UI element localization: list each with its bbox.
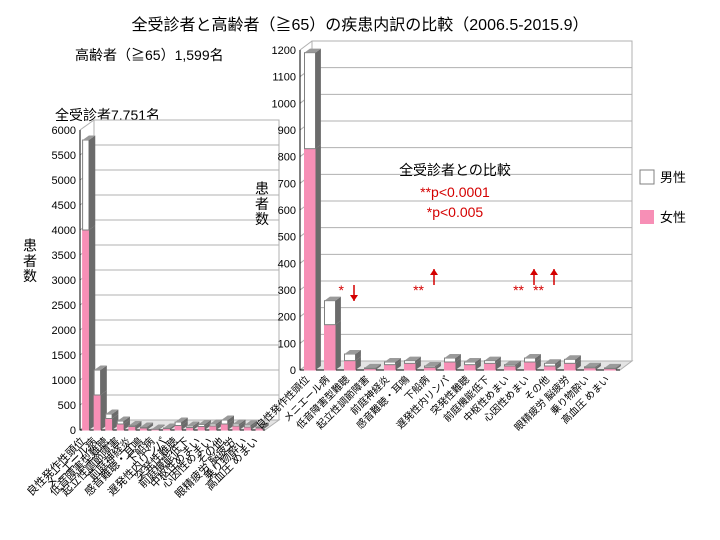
svg-text:700: 700 [278, 178, 296, 190]
bar-female [83, 230, 89, 430]
sig-marker: * [339, 282, 345, 298]
svg-text:900: 900 [278, 125, 296, 137]
bar-female [405, 363, 416, 370]
bar-male [585, 367, 596, 368]
bar-female [445, 362, 456, 370]
bar-male [545, 363, 556, 366]
svg-text:500: 500 [58, 400, 76, 412]
svg-text:1100: 1100 [272, 72, 296, 84]
bar-female [385, 365, 396, 370]
legend: 男性 女性 [640, 170, 686, 225]
bar-female [129, 427, 135, 431]
svg-text:0: 0 [70, 425, 76, 437]
bar-female [545, 366, 556, 370]
bar-male [605, 368, 616, 369]
svg-text:4500: 4500 [52, 200, 76, 212]
main-chart: 0 500 1000 1500 2000 2500 3000 3500 4000 4500 5000… [23, 120, 279, 501]
bar-female [505, 366, 516, 370]
inset-chart: 0 100 200 300 400 500 600 700 800 900 1000 1100 1200… [253, 41, 632, 434]
comparison-title: 全受診者との比較 [399, 162, 511, 178]
y-axis-label: 患者数 [23, 237, 37, 284]
bar-female [525, 362, 536, 370]
svg-text:500: 500 [278, 232, 296, 244]
bar-male [325, 301, 336, 325]
svg-text:5500: 5500 [52, 150, 76, 162]
bar-male [425, 366, 436, 367]
bar-male [83, 140, 89, 230]
bar-male [385, 362, 396, 365]
bar-female [485, 363, 496, 370]
legend-female: 女性 [660, 210, 686, 225]
svg-text:3000: 3000 [52, 275, 76, 287]
bar-male [94, 370, 100, 395]
bar-male [465, 362, 476, 365]
svg-text:4000: 4000 [52, 225, 76, 237]
bar-male [175, 422, 181, 426]
svg-text:1000: 1000 [52, 375, 76, 387]
bar-female [565, 363, 576, 370]
bar-male [365, 368, 376, 369]
bar-male [505, 365, 516, 366]
bar-male [164, 428, 170, 429]
svg-text:400: 400 [278, 258, 296, 270]
bar-male [210, 424, 216, 426]
bar-male [106, 414, 112, 419]
svg-text:2500: 2500 [52, 300, 76, 312]
bar-male [305, 53, 316, 149]
bar-female [94, 395, 100, 430]
bar-female [345, 361, 356, 370]
bar-female [465, 365, 476, 370]
svg-text:600: 600 [278, 205, 296, 217]
bar-male [345, 354, 356, 361]
bar-male [198, 425, 204, 427]
figure: 全受診者と高齢者（≧65）の疾患内訳の比較（2006.5-2015.9） 高齢者… [0, 0, 720, 540]
svg-text:200: 200 [278, 312, 296, 324]
y-axis-label: 患者数 [255, 180, 269, 227]
bar-male [445, 358, 456, 362]
legend-male: 男性 [660, 170, 686, 185]
bar-male [117, 421, 123, 424]
bar-male [221, 420, 227, 424]
svg-text:3500: 3500 [52, 250, 76, 262]
bar-female [117, 424, 123, 430]
svg-text:0: 0 [290, 365, 296, 377]
svg-text:1000: 1000 [272, 98, 296, 110]
bar-female [233, 426, 239, 430]
bar-male [140, 427, 146, 428]
sig-marker: ** [413, 282, 424, 298]
bar-male [233, 424, 239, 426]
svg-text:2000: 2000 [52, 325, 76, 337]
sig-marker: ** [533, 282, 544, 298]
svg-text:6000: 6000 [52, 125, 76, 137]
svg-text:1500: 1500 [52, 350, 76, 362]
comparison-p2: *p<0.005 [427, 204, 484, 220]
bar-female [175, 426, 181, 431]
bar-male [244, 425, 250, 427]
subtitle-elderly: 高齢者（≧65）1,599名 [75, 47, 224, 63]
bar-female [210, 426, 216, 430]
bar-male [405, 361, 416, 364]
bar-male [187, 426, 193, 428]
svg-text:1200: 1200 [272, 45, 296, 57]
svg-text:5000: 5000 [52, 175, 76, 187]
bar-female [106, 419, 112, 431]
chart-title: 全受診者と高齢者（≧65）の疾患内訳の比較（2006.5-2015.9） [131, 16, 588, 34]
svg-text:100: 100 [278, 338, 296, 350]
svg-text:800: 800 [278, 152, 296, 164]
bar-male [565, 359, 576, 363]
bar-female [325, 325, 336, 370]
sig-marker: ** [513, 282, 524, 298]
bar-female [221, 424, 227, 430]
bar-male [485, 361, 496, 364]
bar-female [198, 427, 204, 431]
comparison-p1: **p<0.0001 [420, 184, 490, 200]
bar-male [129, 426, 135, 427]
svg-text:300: 300 [278, 285, 296, 297]
bar-male [525, 358, 536, 362]
bar-female [305, 149, 316, 370]
